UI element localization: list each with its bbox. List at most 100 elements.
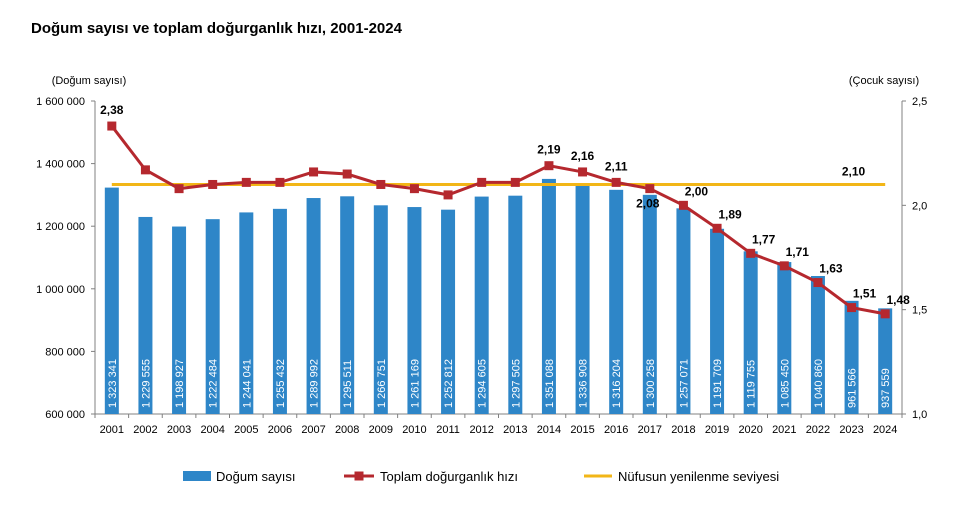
bar-2022 — [810, 276, 825, 414]
bar-value-label: 1 336 908 — [578, 359, 590, 408]
tfr-value-label: 1,89 — [718, 207, 742, 221]
tfr-marker-2023 — [847, 303, 857, 313]
right-tick-label: 1,0 — [912, 409, 927, 421]
left-tick-label: 1 600 000 — [36, 96, 85, 108]
bar-value-label: 1 244 041 — [241, 359, 253, 408]
bar-value-label: 1 323 341 — [107, 359, 119, 408]
left-tick-label: 1 200 000 — [36, 221, 85, 233]
replacement-level-label: 2,10 — [842, 164, 866, 178]
bar-2012 — [474, 196, 489, 414]
tfr-marker-2009 — [376, 179, 386, 189]
x-tick-label: 2022 — [806, 424, 830, 436]
x-tick-label: 2018 — [671, 424, 695, 436]
bar-2014 — [541, 178, 556, 414]
legend-label-replacement: Nüfusun yenilenme seviyesi — [618, 469, 779, 484]
right-tick-label: 1,5 — [912, 305, 927, 317]
bar-2015 — [575, 183, 590, 414]
bar-2008 — [340, 196, 355, 414]
tfr-marker-2017 — [645, 184, 655, 194]
tfr-marker-2007 — [309, 167, 319, 177]
x-tick-label: 2017 — [638, 424, 662, 436]
tfr-marker-2008 — [342, 169, 352, 179]
tfr-value-label: 2,38 — [100, 103, 124, 117]
tfr-value-label: 1,77 — [752, 232, 776, 246]
bar-value-label: 1 261 169 — [409, 359, 421, 408]
bar-value-label: 1 040 860 — [813, 359, 825, 408]
bar-2013 — [508, 195, 523, 414]
tfr-marker-2013 — [510, 177, 520, 187]
bar-2003 — [172, 226, 187, 414]
x-tick-label: 2003 — [167, 424, 191, 436]
bar-2020 — [743, 251, 758, 414]
x-tick-label: 2012 — [469, 424, 493, 436]
bar-value-label: 961 566 — [847, 368, 859, 408]
tfr-marker-2015 — [578, 167, 588, 177]
tfr-value-label: 2,16 — [571, 149, 595, 163]
x-tick-label: 2016 — [604, 424, 628, 436]
legend-marker-tfr — [354, 471, 364, 481]
bar-value-label: 1 191 709 — [712, 359, 724, 408]
tfr-value-label: 2,08 — [636, 197, 660, 211]
bar-value-label: 1 222 484 — [208, 359, 220, 408]
x-tick-label: 2020 — [738, 424, 762, 436]
bar-value-label: 1 266 751 — [376, 359, 388, 408]
x-tick-label: 2013 — [503, 424, 527, 436]
x-tick-label: 2023 — [839, 424, 863, 436]
bar-2001 — [104, 187, 119, 414]
bar-2005 — [239, 212, 254, 414]
tfr-marker-2022 — [813, 278, 823, 288]
tfr-value-label: 1,63 — [819, 262, 843, 276]
x-tick-label: 2021 — [772, 424, 796, 436]
x-tick-label: 2015 — [570, 424, 594, 436]
bar-value-label: 1 297 505 — [510, 359, 522, 408]
tfr-marker-2006 — [275, 177, 285, 187]
bar-value-label: 1 289 992 — [309, 359, 321, 408]
tfr-value-label: 2,19 — [537, 143, 561, 157]
bar-2017 — [642, 194, 657, 414]
tfr-marker-2010 — [409, 184, 419, 194]
bar-value-label: 1 316 204 — [611, 359, 623, 408]
bar-2006 — [272, 208, 287, 414]
legend-label-births: Doğum sayısı — [216, 469, 295, 484]
x-tick-label: 2019 — [705, 424, 729, 436]
tfr-marker-2018 — [678, 200, 688, 210]
bar-value-label: 1 295 511 — [342, 360, 354, 408]
bar-value-label: 1 351 088 — [544, 359, 556, 408]
tfr-value-label: 1,51 — [853, 287, 877, 301]
tfr-marker-2004 — [208, 179, 218, 189]
tfr-marker-2012 — [477, 177, 487, 187]
x-tick-label: 2008 — [335, 424, 359, 436]
tfr-value-label: 2,00 — [685, 184, 709, 198]
tfr-marker-2011 — [443, 190, 453, 200]
bar-2004 — [205, 219, 220, 414]
tfr-marker-2020 — [746, 248, 756, 258]
bar-value-label: 1 229 555 — [140, 359, 152, 408]
bar-2010 — [407, 207, 422, 414]
tfr-marker-2003 — [174, 184, 184, 194]
tfr-marker-2014 — [544, 161, 554, 171]
tfr-marker-2002 — [140, 165, 150, 175]
bar-value-label: 1 085 450 — [779, 359, 791, 408]
bar-2007 — [306, 198, 321, 414]
legend-label-tfr: Toplam doğurganlık hızı — [380, 469, 518, 484]
left-tick-label: 600 000 — [45, 409, 85, 421]
bar-value-label: 1 294 605 — [477, 359, 489, 408]
tfr-marker-2019 — [712, 223, 722, 233]
x-tick-label: 2006 — [268, 424, 292, 436]
right-tick-label: 2,0 — [912, 200, 927, 212]
x-tick-label: 2009 — [369, 424, 393, 436]
x-tick-label: 2004 — [200, 424, 224, 436]
y-right-axis-title: (Çocuk sayısı) — [849, 75, 919, 87]
bar-2024 — [878, 308, 893, 414]
bar-2018 — [676, 208, 691, 414]
x-tick-label: 2007 — [301, 424, 325, 436]
bar-value-label: 1 119 755 — [746, 360, 758, 408]
y-left-axis-title: (Doğum sayısı) — [52, 75, 127, 87]
x-tick-label: 2001 — [100, 424, 124, 436]
tfr-marker-2016 — [611, 177, 621, 187]
tfr-value-label: 2,11 — [605, 159, 628, 173]
x-tick-label: 2010 — [402, 424, 426, 436]
right-tick-label: 2,5 — [912, 96, 927, 108]
bar-value-label: 937 559 — [880, 368, 892, 408]
